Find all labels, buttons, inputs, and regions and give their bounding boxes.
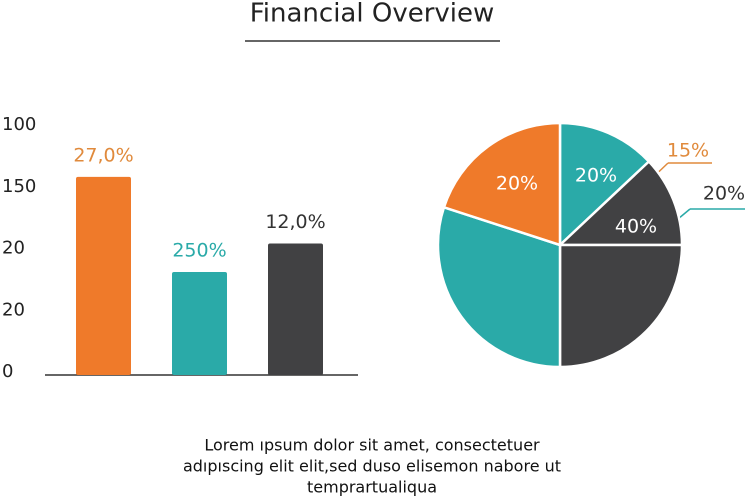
pie-slice: [558, 121, 651, 248]
y-tick-label: 150: [2, 176, 36, 197]
pie-slice: [442, 121, 562, 247]
y-tick-label: 100: [2, 114, 36, 135]
title: Financial Overview: [250, 0, 495, 29]
bar: [268, 243, 323, 375]
y-tick-label: 20: [2, 238, 25, 259]
pie-annotation: 15%: [667, 140, 709, 162]
bar-annotation: 12,0%: [265, 211, 325, 233]
pie-annotation: 40%: [615, 216, 657, 238]
footer-line: Lorem ıpsum dolor sit amet, consectetuer: [204, 436, 540, 455]
footer-line: temprartualiqua: [307, 478, 437, 497]
pie-annotation: 20%: [703, 183, 745, 205]
footer-line: adıpıscing elit elit,sed duso elisemon n…: [183, 457, 561, 476]
y-tick-label: 20: [2, 299, 25, 320]
pie-slice: [556, 159, 684, 247]
bar: [172, 271, 227, 375]
pie-annotation: 20%: [575, 165, 617, 187]
bar-annotation: 27,0%: [73, 144, 133, 166]
y-tick-label: 0: [2, 361, 13, 382]
pie-slice: [558, 243, 684, 369]
pie-slice: [436, 205, 562, 369]
pie-annotation: 20%: [496, 173, 538, 195]
bar-annotation: 250%: [172, 239, 226, 261]
bar: [76, 176, 131, 375]
